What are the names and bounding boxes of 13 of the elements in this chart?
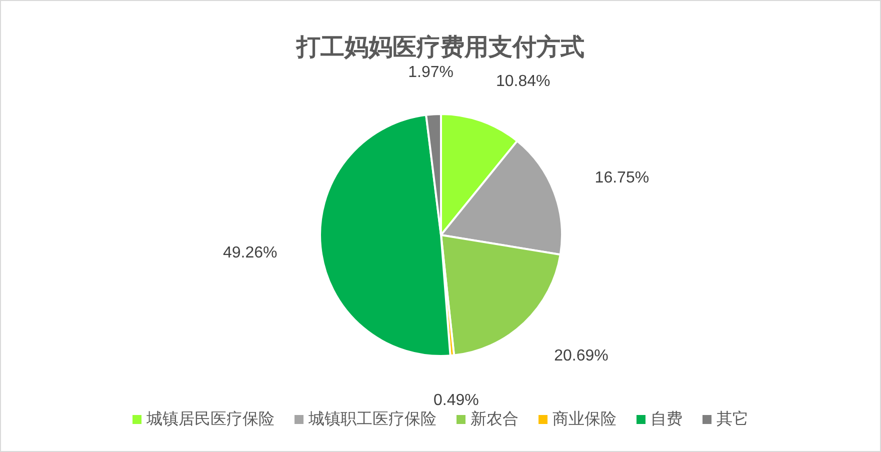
data-label: 16.75% bbox=[594, 169, 650, 186]
legend-label: 自费 bbox=[650, 410, 682, 428]
legend-label: 商业保险 bbox=[552, 410, 616, 428]
data-label: 49.26% bbox=[223, 244, 278, 262]
legend-label: 城镇职工医疗保险 bbox=[308, 410, 436, 428]
data-label: 1.97% bbox=[408, 64, 454, 81]
data-label: 20.69% bbox=[554, 348, 608, 364]
legend-label: 城镇居民医疗保险 bbox=[146, 410, 274, 428]
chart-title: 打工妈妈医疗费用支付方式 bbox=[296, 33, 584, 61]
data-label: 0.49% bbox=[434, 392, 479, 409]
data-label: 10.84% bbox=[496, 72, 550, 90]
legend-label: 其它 bbox=[716, 410, 748, 428]
legend-label: 新农合 bbox=[470, 410, 518, 428]
